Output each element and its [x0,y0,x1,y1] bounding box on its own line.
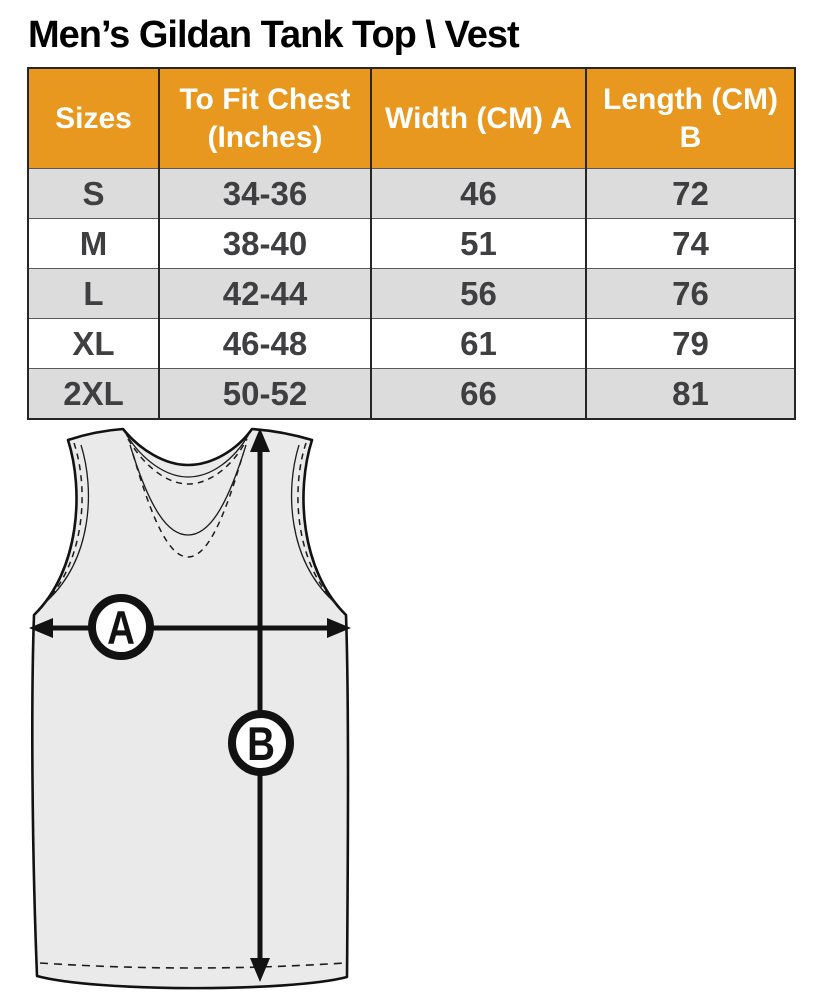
width-label: A [107,602,135,654]
back-neckline-line [129,444,247,536]
cell-chest: 38-40 [158,218,372,269]
page-title: Men’s Gildan Tank Top \ Vest [28,14,520,56]
header-sizes: Sizes [27,68,160,169]
length-label: B [247,718,275,770]
header-row: Sizes To Fit Chest (Inches) Width (CM) A… [27,68,796,169]
cell-length: 81 [585,368,796,419]
cell-chest: 50-52 [158,368,372,419]
cell-length: 76 [585,268,796,319]
cell-length: 74 [585,218,796,269]
neck-trim-line [125,433,250,478]
size-chart-table: Sizes To Fit Chest (Inches) Width (CM) A… [27,67,796,420]
header-chest: To Fit Chest (Inches) [158,68,372,169]
vest-measurement-diagram: A B [0,420,400,1007]
table-row-l: L 42-44 56 76 [27,268,796,319]
left-armhole-trim-line [47,444,90,601]
cell-size: 2XL [27,368,160,419]
header-length: Length (CM) B [585,68,796,169]
cell-chest: 46-48 [158,318,372,369]
table-row-s: S 34-36 46 72 [27,168,796,219]
cell-width: 66 [370,368,587,419]
table-row-2xl: 2XL 50-52 66 81 [27,368,796,419]
right-armhole-stitch-dashed [297,442,341,609]
cell-width: 51 [370,218,587,269]
cell-width: 46 [370,168,587,219]
tank-top-illustration: A B [29,427,351,990]
length-arrow [250,428,270,982]
length-label-circle: B [228,710,294,776]
width-label-circle: A [88,594,154,660]
cell-size: XL [27,318,160,369]
left-armhole-stitch-dashed [39,442,83,609]
cell-width: 61 [370,318,587,369]
vest-outline [31,427,350,990]
cell-size: S [27,168,160,219]
cell-size: L [27,268,160,319]
back-neck-stitch-dashed [132,453,244,558]
cell-length: 72 [585,168,796,219]
header-width: Width (CM) A [370,68,587,169]
neck-stitch-dashed [127,438,248,485]
right-armhole-trim-line [290,444,333,601]
cell-width: 56 [370,268,587,319]
table-row-xl: XL 46-48 61 79 [27,318,796,369]
table-row-m: M 38-40 51 74 [27,218,796,269]
cell-chest: 34-36 [158,168,372,219]
cell-size: M [27,218,160,269]
cell-length: 79 [585,318,796,369]
cell-chest: 42-44 [158,268,372,319]
